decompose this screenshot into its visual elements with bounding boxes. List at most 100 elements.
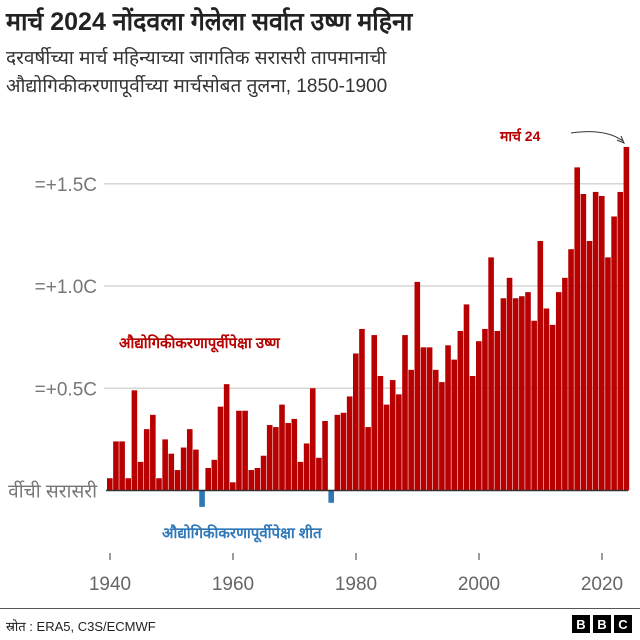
bar-1985 bbox=[383, 404, 390, 491]
arrowhead-icon bbox=[616, 135, 625, 144]
bar-1972 bbox=[303, 443, 310, 491]
bar-2021 bbox=[605, 257, 611, 491]
bar-2022 bbox=[611, 216, 617, 491]
y-tick-label: =+1.5C bbox=[35, 175, 97, 196]
bar-1971 bbox=[297, 461, 304, 491]
bar-1960 bbox=[230, 482, 236, 491]
bar-1999 bbox=[469, 375, 476, 491]
bar-2020 bbox=[599, 196, 605, 491]
bar-1973 bbox=[309, 388, 316, 491]
bar-1950 bbox=[168, 453, 175, 491]
arrow-icon bbox=[570, 131, 624, 142]
bar-2019 bbox=[592, 191, 599, 491]
bar-1945 bbox=[137, 461, 144, 491]
bar-1956 bbox=[205, 468, 211, 491]
bar-1944 bbox=[131, 390, 138, 491]
bar-2009 bbox=[531, 320, 537, 491]
bar-1981 bbox=[359, 328, 365, 491]
bar-1980 bbox=[353, 353, 359, 491]
bar-2017 bbox=[580, 193, 587, 491]
bar-1959 bbox=[223, 384, 230, 491]
bar-2012 bbox=[549, 324, 556, 491]
bar-1986 bbox=[389, 380, 396, 491]
bar-1976 bbox=[328, 490, 334, 503]
bar-1957 bbox=[211, 459, 218, 491]
bar-1995 bbox=[445, 345, 451, 491]
bar-2011 bbox=[543, 308, 550, 491]
bar-1966 bbox=[266, 425, 273, 491]
bar-1958 bbox=[217, 406, 224, 491]
bar-1989 bbox=[408, 369, 414, 491]
bar-1967 bbox=[273, 427, 279, 491]
bar-1988 bbox=[402, 335, 408, 491]
x-tick-label: 1980 bbox=[335, 574, 377, 595]
bar-1970 bbox=[291, 418, 298, 491]
x-tick-label: 1940 bbox=[89, 574, 131, 595]
bar-2004 bbox=[500, 298, 507, 491]
footer-divider bbox=[0, 608, 640, 609]
bar-1983 bbox=[371, 335, 378, 491]
bar-1961 bbox=[236, 410, 242, 491]
bar-1991 bbox=[420, 347, 427, 491]
bar-2007 bbox=[519, 296, 525, 491]
bar-1997 bbox=[457, 330, 464, 491]
bar-1941 bbox=[113, 441, 119, 491]
bar-2023 bbox=[617, 191, 624, 491]
bar-1974 bbox=[316, 457, 322, 491]
bar-2005 bbox=[506, 277, 513, 491]
y-tick-label: =+0.5C bbox=[35, 379, 97, 400]
x-tick-label: 2020 bbox=[581, 574, 623, 595]
bar-1992 bbox=[426, 347, 433, 491]
bar-1951 bbox=[174, 470, 181, 491]
bar-1962 bbox=[242, 410, 248, 491]
bar-1978 bbox=[340, 412, 347, 491]
bar-2015 bbox=[568, 249, 574, 491]
bar-1952 bbox=[180, 447, 187, 491]
bar-1984 bbox=[377, 375, 384, 491]
bar-1982 bbox=[365, 427, 371, 491]
bar-2002 bbox=[488, 257, 494, 491]
bar-2018 bbox=[586, 241, 593, 491]
bar-1968 bbox=[279, 404, 285, 491]
subtitle-line-1: दरवर्षीच्या मार्च महिन्याच्या जागतिक सरा… bbox=[6, 48, 387, 69]
bar-1947 bbox=[150, 414, 156, 491]
bar-2016 bbox=[574, 167, 580, 491]
bar-2010 bbox=[537, 241, 544, 491]
bar-1977 bbox=[334, 414, 341, 491]
subtitle-line-2: औद्योगिकीकरणापूर्वीच्या मार्चसोबत तुलना,… bbox=[6, 76, 388, 97]
bar-1993 bbox=[432, 369, 439, 491]
bar-2000 bbox=[476, 341, 482, 491]
bar-1969 bbox=[285, 423, 291, 491]
bar-1948 bbox=[156, 478, 162, 491]
y-tick-label: =+1.0C bbox=[35, 277, 97, 298]
bar-1946 bbox=[143, 429, 150, 491]
bar-1940 bbox=[107, 478, 113, 491]
bar-2014 bbox=[562, 277, 568, 491]
bar-1954 bbox=[193, 449, 199, 491]
bar-2013 bbox=[555, 292, 562, 491]
y-tick-label: र्वीची सरासरी bbox=[8, 480, 98, 503]
bar-1964 bbox=[254, 468, 261, 491]
bar-2001 bbox=[482, 328, 488, 491]
bar-2008 bbox=[525, 292, 531, 491]
bar-1955 bbox=[199, 490, 205, 507]
bar-1998 bbox=[463, 304, 470, 491]
x-tick-label: 1960 bbox=[212, 574, 254, 595]
bar-1975 bbox=[322, 420, 328, 491]
bar-1979 bbox=[346, 396, 353, 491]
cool-annotation: औद्योगिकीकरणापूर्वीपेक्षा शीत bbox=[162, 524, 323, 543]
bar-2006 bbox=[512, 298, 519, 491]
latest-annotation: मार्च 24 bbox=[499, 128, 541, 144]
source-text: स्रोत : ERA5, C3S/ECMWF bbox=[6, 619, 156, 634]
warm-annotation: औद्योगिकीकरणापूर्वीपेक्षा उष्ण bbox=[119, 334, 281, 353]
bar-1942 bbox=[119, 441, 125, 491]
bar-1953 bbox=[186, 429, 193, 491]
chart-title: मार्च 2024 नोंदवला गेलेला सर्वात उष्ण मह… bbox=[6, 8, 413, 36]
bar-2024 bbox=[623, 146, 630, 491]
bar-1987 bbox=[396, 394, 402, 491]
x-tick-label: 2000 bbox=[458, 574, 500, 595]
bar-1965 bbox=[260, 455, 267, 491]
bar-1943 bbox=[125, 478, 132, 491]
